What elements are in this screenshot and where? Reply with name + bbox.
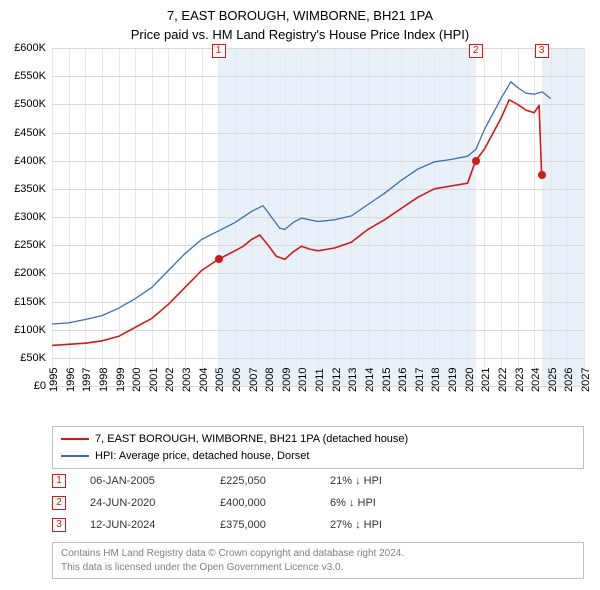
y-axis-tick-label: £400K [14,155,52,167]
sale-price: £225,050 [220,475,330,487]
x-axis-tick-label: 2008 [264,368,276,392]
x-axis-tick-label: 2014 [364,368,376,392]
legend: 7, EAST BOROUGH, WIMBORNE, BH21 1PA (det… [52,426,584,469]
x-axis-tick-label: 2015 [381,368,393,392]
gridline-vertical [584,48,585,386]
footer-line-1: Contains HM Land Registry data © Crown c… [61,547,575,561]
x-axis-tick-label: 2024 [530,368,542,392]
x-axis-tick-label: 2022 [497,368,509,392]
x-axis-tick-label: 2012 [331,368,343,392]
x-axis-tick-label: 2001 [148,368,160,392]
series-line-hpi [52,82,551,324]
footer-line-2: This data is licensed under the Open Gov… [61,561,575,575]
x-axis-tick-label: 2017 [414,368,426,392]
y-axis-tick-label: £600K [14,42,52,54]
chart-lines [52,48,584,386]
sale-hpi-diff: 27% ↓ HPI [330,519,450,531]
x-axis-tick-label: 2000 [131,368,143,392]
sale-marker-label: 1 [212,44,226,58]
x-axis-tick-label: 1997 [81,368,93,392]
sale-marker-dot [472,157,480,165]
sale-row-marker: 3 [52,518,66,532]
attribution-footer: Contains HM Land Registry data © Crown c… [52,542,584,579]
sale-row-marker: 1 [52,474,66,488]
sale-hpi-diff: 6% ↓ HPI [330,497,450,509]
sale-marker-label: 2 [469,44,483,58]
sale-date: 12-JUN-2024 [90,519,220,531]
x-axis-tick-label: 2019 [447,368,459,392]
sale-row-marker: 2 [52,496,66,510]
x-axis-tick-label: 1996 [65,368,77,392]
y-axis-tick-label: £250K [14,239,52,251]
chart-plot-area: 123 £0£50K£100K£150K£200K£250K£300K£350K… [52,48,584,386]
x-axis-tick-label: 2010 [297,368,309,392]
legend-swatch [61,438,89,440]
sale-marker-label: 3 [535,44,549,58]
x-axis-tick-label: 2026 [563,368,575,392]
sale-marker-dot [215,255,223,263]
sale-price: £400,000 [220,497,330,509]
y-axis-tick-label: £100K [14,324,52,336]
x-axis-tick-label: 2007 [248,368,260,392]
sale-date: 06-JAN-2005 [90,475,220,487]
x-axis-tick-label: 2011 [314,368,326,392]
y-axis-tick-label: £50K [20,352,52,364]
y-axis-tick-label: £550K [14,70,52,82]
x-axis-tick-label: 2006 [231,368,243,392]
y-axis-tick-label: £450K [14,127,52,139]
x-axis-tick-label: 1998 [98,368,110,392]
x-axis-tick-label: 2004 [198,368,210,392]
legend-item: HPI: Average price, detached house, Dors… [61,448,575,465]
x-axis-tick-label: 1999 [115,368,127,392]
x-axis-tick-label: 2013 [347,368,359,392]
y-axis-tick-label: £200K [14,267,52,279]
sale-row: 3 12-JUN-2024£375,00027% ↓ HPI [52,514,584,536]
x-axis-tick-label: 2025 [547,368,559,392]
x-axis-tick-label: 2018 [430,368,442,392]
sales-table: 1 06-JAN-2005£225,05021% ↓ HPI 2 24-JUN-202… [52,470,584,536]
x-axis-tick-label: 2023 [514,368,526,392]
x-axis-tick-label: 2021 [480,368,492,392]
legend-swatch [61,455,89,457]
x-axis-tick-label: 2020 [464,368,476,392]
legend-label: 7, EAST BOROUGH, WIMBORNE, BH21 1PA (det… [95,431,408,448]
y-axis-tick-label: £350K [14,183,52,195]
sale-marker-dot [538,171,546,179]
chart-title: 7, EAST BOROUGH, WIMBORNE, BH21 1PA [0,0,600,25]
x-axis-tick-label: 1995 [48,368,60,392]
x-axis-tick-label: 2002 [164,368,176,392]
x-axis-tick-label: 2009 [281,368,293,392]
y-axis-tick-label: £500K [14,98,52,110]
sale-price: £375,000 [220,519,330,531]
x-axis-tick-label: 2003 [181,368,193,392]
sale-hpi-diff: 21% ↓ HPI [330,475,450,487]
y-axis-tick-label: £150K [14,296,52,308]
legend-label: HPI: Average price, detached house, Dors… [95,448,309,465]
sale-date: 24-JUN-2020 [90,497,220,509]
legend-item: 7, EAST BOROUGH, WIMBORNE, BH21 1PA (det… [61,431,575,448]
y-axis-tick-label: £300K [14,211,52,223]
series-line-property [52,100,542,346]
sale-row: 2 24-JUN-2020£400,0006% ↓ HPI [52,492,584,514]
x-axis-tick-label: 2005 [214,368,226,392]
sale-row: 1 06-JAN-2005£225,05021% ↓ HPI [52,470,584,492]
x-axis-tick-label: 2027 [580,368,592,392]
chart-subtitle: Price paid vs. HM Land Registry's House … [0,25,600,44]
x-axis-tick-label: 2016 [397,368,409,392]
